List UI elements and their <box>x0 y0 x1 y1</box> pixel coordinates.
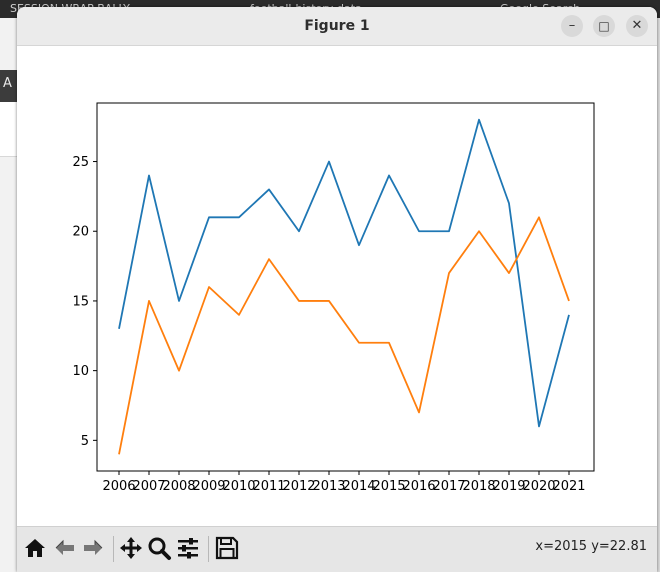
home-icon[interactable] <box>22 535 48 561</box>
y-tick-label: 5 <box>81 434 89 449</box>
x-tick-label: 2019 <box>492 479 525 494</box>
y-tick-label: 10 <box>72 364 89 379</box>
cursor-coordinates: x=2015 y=22.81 <box>535 539 647 554</box>
zoom-icon[interactable] <box>146 535 172 561</box>
x-tick-label: 2009 <box>192 479 225 494</box>
y-tick-label: 25 <box>72 155 89 170</box>
series-2-line <box>118 216 570 455</box>
forward-icon[interactable] <box>80 535 106 561</box>
series-1-line <box>118 118 570 428</box>
navigation-toolbar: x=2015 y=22.81 <box>17 526 657 572</box>
y-tick-label: 15 <box>72 294 89 309</box>
minimize-button[interactable]: – <box>561 15 583 37</box>
background-panel <box>0 102 18 157</box>
x-tick-label: 2020 <box>522 479 555 494</box>
x-tick-label: 2016 <box>402 479 435 494</box>
save-icon[interactable] <box>214 535 240 561</box>
plot-canvas[interactable]: 2006 2007 2008 2009 2010 2011 2012 2013 2014 2015… <box>17 46 657 526</box>
x-tick-label: 2011 <box>252 479 285 494</box>
maximize-button[interactable]: □ <box>593 15 615 37</box>
x-tick-label: 2018 <box>462 479 495 494</box>
x-tick-label: 2006 <box>102 479 135 494</box>
axes-frame <box>96 102 595 472</box>
background-panel <box>0 70 18 102</box>
configure-subplots-icon[interactable] <box>175 535 201 561</box>
x-tick-label: 2010 <box>222 479 255 494</box>
pan-icon[interactable] <box>118 535 144 561</box>
x-tick-label: 2021 <box>552 479 585 494</box>
back-icon[interactable] <box>52 535 78 561</box>
close-button[interactable]: ✕ <box>626 15 648 37</box>
x-tick-label: 2017 <box>432 479 465 494</box>
background-letter: A <box>3 76 12 91</box>
x-tick-label: 2013 <box>312 479 345 494</box>
toolbar-separator <box>113 536 114 562</box>
x-tick-label: 2012 <box>282 479 315 494</box>
toolbar-separator <box>208 536 209 562</box>
line-chart: 2006200720082009201020112012201320142015… <box>72 102 595 494</box>
x-tick-label: 2015 <box>372 479 405 494</box>
x-tick-label: 2008 <box>162 479 195 494</box>
x-tick-label: 2007 <box>132 479 165 494</box>
x-tick-label: 2014 <box>342 479 375 494</box>
title-bar[interactable]: Figure 1 – □ ✕ <box>17 7 657 46</box>
y-tick-label: 20 <box>72 225 89 240</box>
background-window <box>656 18 660 572</box>
figure-window: Figure 1 – □ ✕ 2006 2007 2008 2009 2010 2011 2… <box>17 7 657 572</box>
window-title: Figure 1 <box>304 18 370 34</box>
